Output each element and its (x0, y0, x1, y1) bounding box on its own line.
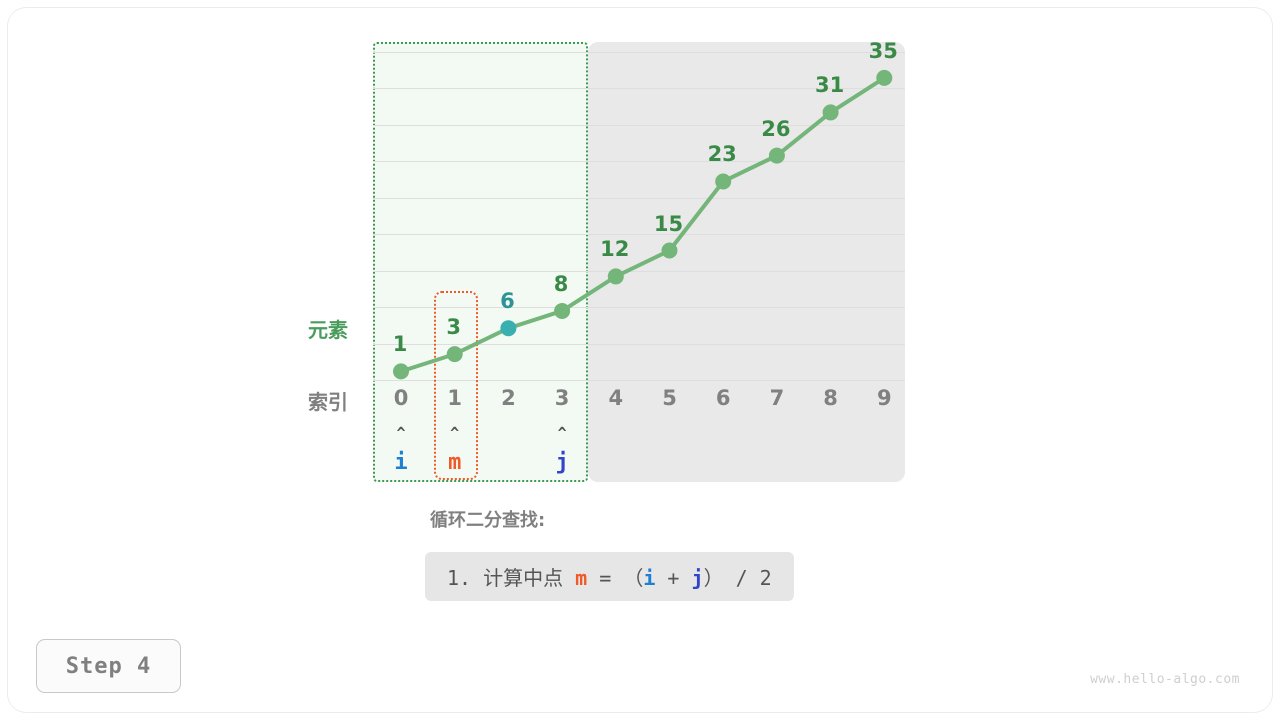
formula-eq: = （ (587, 566, 644, 590)
formula-token-i: i (643, 566, 656, 590)
value-label: 35 (868, 38, 898, 63)
formula-plus: + (655, 566, 692, 590)
index-label-7: 7 (769, 386, 785, 410)
value-label: 3 (446, 315, 461, 340)
gridline (373, 52, 905, 53)
value-label: 1 (392, 332, 408, 357)
search-region-panel (373, 42, 588, 482)
gridline (373, 270, 905, 272)
step-badge: Step 4 (36, 639, 181, 693)
gridline (373, 161, 905, 163)
formula-box: 1. 计算中点 m = （i + j） / 2 (425, 552, 794, 601)
index-label-3: 3 (554, 386, 570, 410)
value-label: 23 (707, 142, 737, 167)
gridline (373, 124, 905, 126)
index-label-1: 1 (447, 386, 462, 410)
index-label-0: 0 (393, 386, 409, 410)
pointer-caret-j: ^ (557, 424, 567, 442)
pointer-label-i: i (394, 450, 408, 475)
index-label-9: 9 (876, 386, 892, 410)
pointer-label-m: m (448, 450, 462, 475)
watermark: www.hello-algo.com (1090, 672, 1240, 687)
gridline (373, 197, 905, 199)
caption-title: 循环二分查找: (430, 510, 546, 531)
index-label-5: 5 (662, 386, 677, 410)
value-label: 31 (814, 73, 845, 98)
index-label-6: 6 (715, 386, 731, 410)
formula-prefix: 1. 计算中点 (447, 566, 576, 590)
pointer-label-j: j (555, 450, 569, 475)
pointer-caret-m: ^ (450, 424, 460, 442)
index-label-8: 8 (823, 386, 838, 410)
value-label: 12 (600, 237, 630, 262)
row-label-elements: 元素 (308, 318, 348, 342)
gridline (373, 380, 905, 381)
value-label: 6 (500, 289, 515, 314)
value-label: 26 (761, 116, 791, 141)
excluded-region-panel (588, 42, 905, 482)
pointer-caret-i: ^ (396, 424, 406, 442)
value-label: 15 (653, 211, 684, 236)
formula-token-j: j (691, 566, 704, 590)
formula-token-m: m (575, 566, 588, 590)
gridline (373, 234, 905, 236)
formula-suffix: ） / 2 (703, 566, 772, 590)
row-label-index: 索引 (308, 390, 348, 414)
index-label-4: 4 (608, 386, 624, 410)
value-label: 8 (553, 271, 569, 296)
index-label-2: 2 (501, 386, 516, 410)
